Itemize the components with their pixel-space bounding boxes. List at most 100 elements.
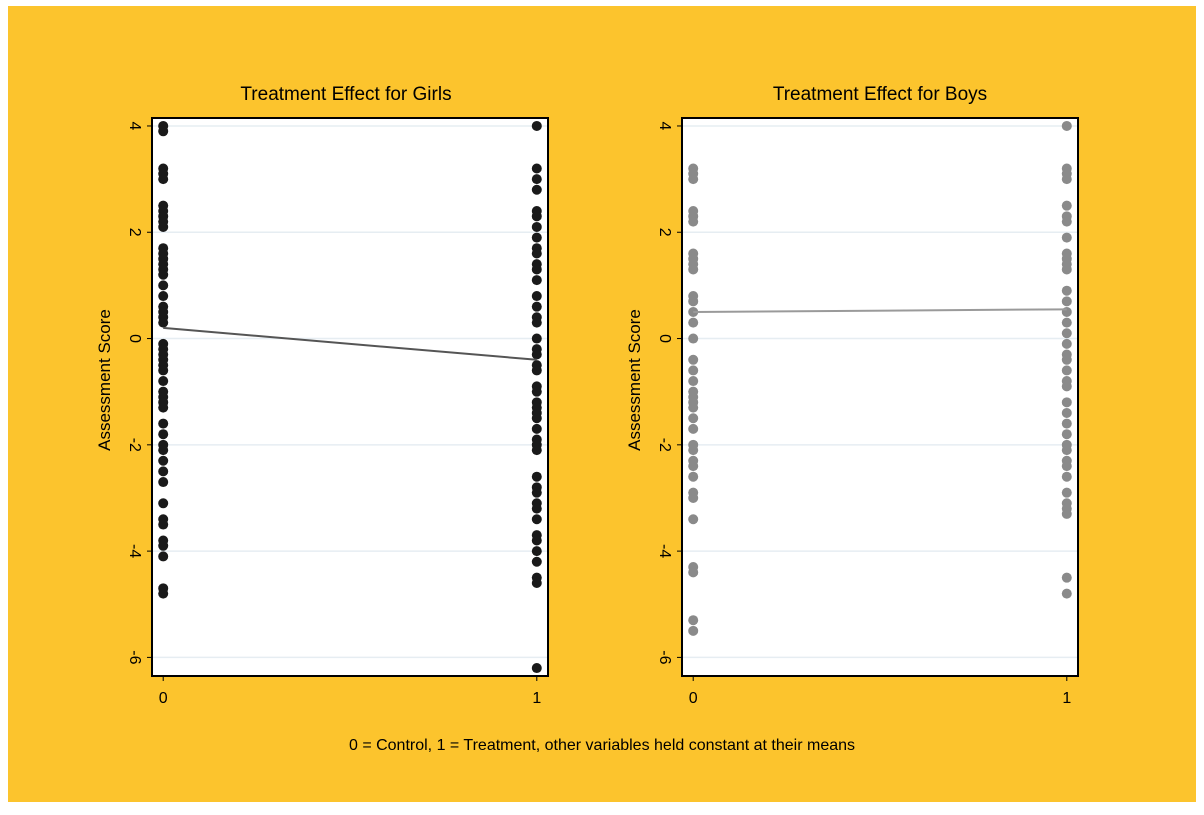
data-point [158,269,169,280]
data-point [688,514,699,525]
data-point [531,471,542,482]
data-point [531,264,542,275]
data-point [1061,365,1072,376]
data-point [1061,487,1072,498]
y-tick-label: 2 [126,228,143,237]
data-point [158,540,169,551]
data-point [531,301,542,312]
data-point [1061,572,1072,583]
data-point [531,556,542,567]
y-tick-label: -2 [656,438,673,452]
data-point [688,625,699,636]
data-point [531,487,542,498]
data-point [688,413,699,424]
data-point [1061,461,1072,472]
data-point [531,291,542,302]
data-point [158,174,169,185]
y-axis-label: Assessment Score [95,309,114,451]
data-point [531,514,542,525]
data-point [1061,285,1072,296]
data-point [531,317,542,328]
data-point [688,296,699,307]
data-point [531,163,542,174]
data-point [1061,418,1072,429]
data-point [158,365,169,376]
data-point [531,120,542,131]
y-tick-label: 0 [656,334,673,343]
data-point [688,264,699,275]
y-tick-label: 4 [656,122,673,131]
data-point [158,466,169,477]
data-point [158,519,169,530]
data-point [1061,216,1072,227]
y-tick-label: -2 [126,438,143,452]
x-tick-label: 1 [1062,690,1071,707]
y-tick-labels: -6 -4 -2 0 2 4 [126,122,152,665]
y-tick-label: -4 [656,544,673,558]
data-point [158,291,169,302]
x-tick-label: 0 [159,690,168,707]
data-point [1061,296,1072,307]
figure-caption: 0 = Control, 1 = Treatment, other variab… [349,737,855,754]
data-point [158,402,169,413]
y-tick-label: -4 [126,544,143,558]
data-point [1061,174,1072,185]
data-point [158,376,169,387]
gridlines [683,125,1077,659]
y-tick-label: -6 [656,650,673,664]
gridlines [153,125,547,659]
data-point [531,578,542,588]
fit-line [163,326,537,361]
data-point [1061,588,1072,599]
data-point [158,477,169,488]
y-tick-label: -6 [126,650,143,664]
data-point [1061,471,1072,482]
data-point [531,221,542,232]
panel-title: Treatment Effect for Girls [240,84,451,105]
fit-line-group [163,326,537,361]
data-point [688,317,699,328]
data-point [158,418,169,429]
y-tick-labels: -6 -4 -2 0 2 4 [656,122,682,665]
data-point [158,588,169,599]
data-point [688,471,699,482]
data-point [1061,232,1072,243]
data-point [688,354,699,365]
data-point [158,221,169,232]
data-point [1061,354,1072,365]
plot-area [681,117,1079,677]
data-point [1061,508,1072,519]
data-point [688,445,699,456]
panel-title: Treatment Effect for Boys [773,84,987,105]
data-point [531,365,542,376]
data-point [531,663,542,674]
data-point [531,333,542,344]
data-point [1061,328,1072,339]
data-point [1061,264,1072,275]
data-point [531,275,542,286]
data-point [1061,397,1072,408]
data-point [1061,317,1072,328]
data-point [688,423,699,434]
data-point [1061,120,1072,131]
y-tick-label: 4 [126,122,143,131]
data-point [1061,445,1072,456]
x-tick-label: 1 [532,690,541,707]
data-point [1061,407,1072,418]
data-point [531,503,542,514]
data-point [688,174,699,185]
data-point [531,386,542,397]
data-point [531,423,542,434]
data-point [531,445,542,456]
y-tick-label: 2 [656,228,673,237]
data-point [688,365,699,376]
data-point [1061,338,1072,349]
data-point [688,567,699,578]
data-point [1061,381,1072,392]
fit-line-group [693,308,1067,313]
data-point [158,317,169,328]
